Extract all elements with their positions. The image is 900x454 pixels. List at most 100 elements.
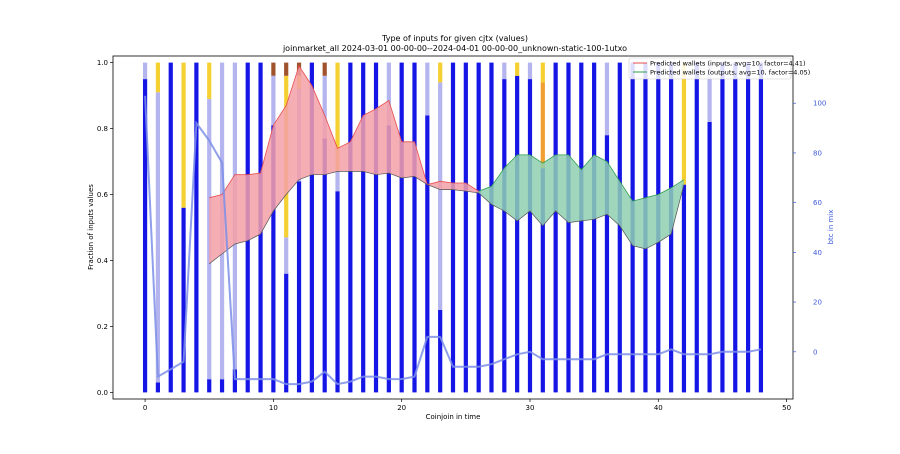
y2-tick-label-20: 20 bbox=[813, 299, 822, 307]
bar-36-remixed bbox=[604, 62, 610, 136]
bar-35-fresh bbox=[592, 62, 597, 393]
legend-box bbox=[628, 57, 792, 80]
bar-0-remixed bbox=[142, 62, 148, 80]
y2-tick-label-60: 60 bbox=[813, 199, 822, 207]
bar-13-fresh bbox=[309, 62, 314, 393]
bar-19-fresh bbox=[386, 125, 391, 393]
plot-frame bbox=[112, 55, 794, 400]
bar-22-remixed bbox=[425, 62, 430, 116]
bar-44-remixed bbox=[707, 62, 712, 122]
bar-10-remixed bbox=[271, 75, 276, 126]
bar-29-yellow bbox=[515, 62, 520, 76]
bar-33-fresh bbox=[566, 62, 571, 393]
bar-5-yellow bbox=[207, 62, 212, 99]
bar-28-remixed bbox=[502, 62, 507, 80]
outputs-band-upper-line bbox=[478, 154, 685, 202]
bar-32-fresh bbox=[553, 62, 558, 393]
bar-25-fresh bbox=[463, 62, 468, 393]
y-tick-label-0.2: 0.2 bbox=[97, 323, 108, 331]
y2-tick-label-0: 0 bbox=[813, 348, 817, 356]
bar-15-remixed bbox=[335, 171, 340, 192]
bar-23-remixed bbox=[438, 82, 443, 310]
chart-title: Type of inputs for given cjtx (values) bbox=[381, 34, 528, 43]
x-tick-label-40: 40 bbox=[654, 404, 663, 412]
axes: 0 10 20 30 40 50 0.0 0.2 0.4 0.6 0.8 1.0 0 20 40 60 80 10… bbox=[97, 59, 827, 412]
bar-48-fresh bbox=[758, 62, 764, 393]
bar-37-fresh bbox=[617, 62, 622, 393]
bar-18-fresh bbox=[373, 62, 379, 393]
y2-tick-label-40: 40 bbox=[813, 249, 822, 257]
bar-5-fresh bbox=[207, 379, 212, 393]
y-tick-label-0.4: 0.4 bbox=[97, 257, 109, 265]
bar-31-fresh bbox=[540, 168, 545, 393]
x-tick-label-20: 20 bbox=[397, 404, 406, 412]
bar-15-yellow bbox=[335, 62, 340, 172]
legend-label-outputs: Predicted wallets (outputs, avg=10, fact… bbox=[650, 69, 810, 77]
bar-42-fresh bbox=[681, 184, 687, 393]
bar-43-fresh bbox=[694, 62, 699, 393]
bar-36-fresh bbox=[604, 135, 610, 393]
bar-21-fresh bbox=[412, 62, 417, 393]
legend-label-inputs: Predicted wallets (inputs, avg=10, facto… bbox=[650, 60, 806, 68]
bar-11-fresh bbox=[284, 273, 289, 393]
bar-19-remixed bbox=[386, 62, 391, 126]
bar-31-orange bbox=[540, 82, 545, 169]
y-axis-label: Fraction of inputs values bbox=[87, 184, 95, 270]
y-tick-label-0: 0.0 bbox=[97, 389, 108, 397]
bar-1-remixed bbox=[155, 92, 161, 383]
bar-14-brown bbox=[322, 62, 327, 76]
y2-axis-label: btc in mix bbox=[827, 210, 835, 245]
bar-10-brown bbox=[271, 62, 276, 76]
bar-31-yellow bbox=[540, 62, 545, 83]
plot-area bbox=[142, 62, 764, 393]
bar-42-yellow bbox=[681, 62, 687, 185]
inputs-band-lower-line bbox=[208, 171, 479, 265]
y2-tick-label-100: 100 bbox=[813, 100, 826, 108]
bar-26-fresh bbox=[476, 62, 481, 393]
x-tick-label-50: 50 bbox=[782, 404, 791, 412]
bar-27-fresh bbox=[489, 62, 494, 393]
bar-24-fresh bbox=[450, 62, 456, 393]
x-tick-label-30: 30 bbox=[526, 404, 535, 412]
bar-15-fresh bbox=[335, 191, 340, 393]
x-tick-label-10: 10 bbox=[269, 404, 278, 412]
legend: Predicted wallets (inputs, avg=10, facto… bbox=[628, 57, 810, 80]
y-tick-label-0.6: 0.6 bbox=[97, 191, 109, 199]
bar-7-fresh bbox=[232, 369, 237, 393]
outputs-band-lower-line bbox=[478, 184, 685, 250]
bar-44-fresh bbox=[707, 121, 712, 393]
bar-0-fresh bbox=[142, 79, 148, 393]
bar-23-yellow bbox=[438, 62, 443, 83]
bar-11-remixed bbox=[284, 237, 289, 274]
inputs-band-upper-line bbox=[209, 64, 479, 199]
bar-1-fresh bbox=[155, 382, 161, 393]
y-tick-label-0.8: 0.8 bbox=[97, 125, 108, 133]
bar-28-fresh bbox=[502, 79, 507, 393]
y2-tick-label-80: 80 bbox=[813, 149, 822, 157]
bar-4-fresh bbox=[194, 62, 199, 393]
x-tick-label-0: 0 bbox=[143, 404, 147, 412]
bar-1-yellow bbox=[155, 62, 161, 93]
bar-2-fresh bbox=[168, 62, 173, 393]
btc-in-mix-line bbox=[144, 95, 762, 386]
bar-47-fresh bbox=[745, 62, 751, 393]
bar-10-fresh bbox=[271, 125, 276, 393]
bar-45-fresh bbox=[720, 62, 725, 393]
bar-23-fresh bbox=[438, 309, 443, 393]
outputs-band-fill bbox=[478, 154, 684, 249]
bar-34-fresh bbox=[579, 62, 584, 393]
bar-14-remixed bbox=[322, 75, 327, 139]
bar-29-fresh bbox=[515, 75, 520, 393]
x-axis-label: Coinjoin in time bbox=[426, 413, 481, 421]
bar-30-fresh bbox=[527, 79, 533, 393]
bar-11-brown bbox=[284, 62, 289, 76]
bar-46-fresh bbox=[733, 62, 738, 393]
bar-20-fresh bbox=[399, 62, 404, 393]
bar-16-fresh bbox=[348, 62, 353, 393]
bar-30-remixed bbox=[527, 62, 533, 80]
bar-12-fresh bbox=[296, 181, 302, 393]
bar-14-fresh bbox=[322, 138, 327, 393]
bar-22-fresh bbox=[425, 115, 430, 393]
